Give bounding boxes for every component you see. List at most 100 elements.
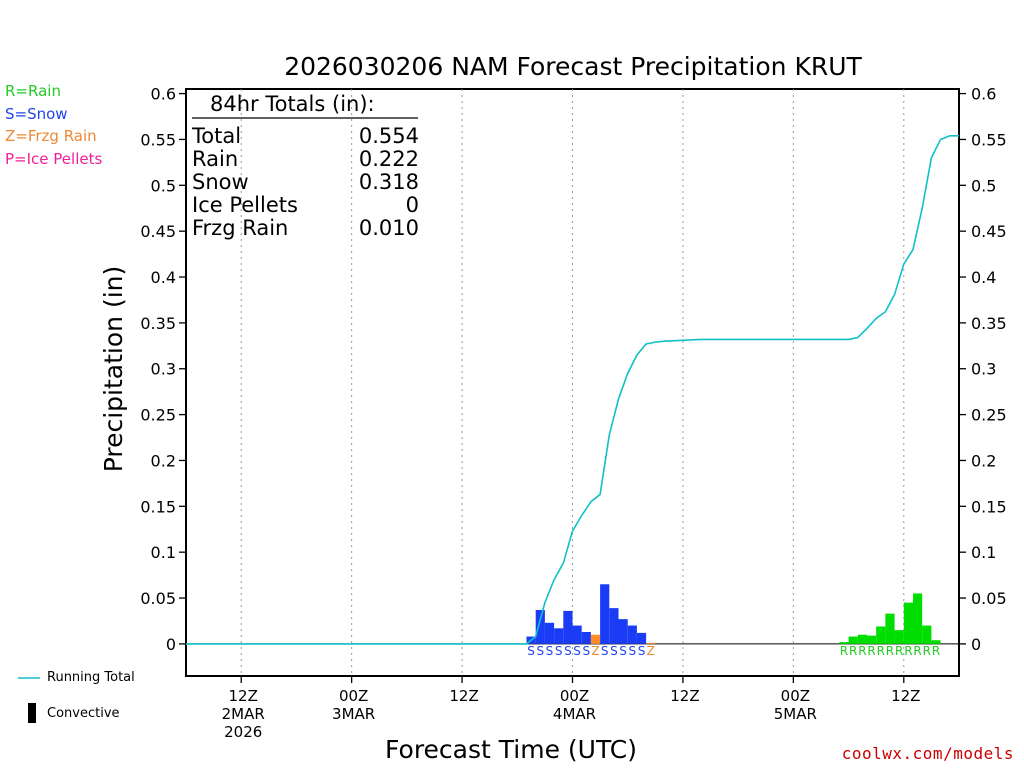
type-code-21: R [904, 644, 912, 658]
running-total-line [186, 134, 959, 645]
bar-rain-14 [839, 642, 849, 644]
y-tick-label-left-9: 0.45 [140, 222, 176, 241]
bar-snow-9 [609, 608, 619, 644]
x-tick-label-1-0: 00Z [339, 687, 368, 705]
y-tick-label-left-6: 0.3 [151, 360, 176, 379]
x-tick-label-0-0: 12Z [229, 687, 258, 705]
type-code-7: Z [591, 644, 599, 658]
bar-snow-11 [627, 625, 637, 644]
type-code-4: S [564, 644, 572, 658]
bar-frzg-13 [646, 642, 656, 644]
y-tick-label-right-4: 0.2 [971, 451, 996, 470]
bar-snow-10 [618, 619, 628, 644]
y-tick-label-right-11: 0.55 [971, 130, 1007, 149]
totals-heading: 84hr Totals (in): [210, 92, 375, 116]
credit-link[interactable]: coolwx.com/models [841, 744, 1014, 763]
x-tick-label-1-1: 3MAR [332, 705, 375, 723]
chart-title: 2026030206 NAM Forecast Precipitation KR… [284, 52, 862, 81]
y-tick-label-right-10: 0.5 [971, 176, 996, 195]
bar-snow-5 [572, 625, 582, 644]
x-tick-label-2-0: 12Z [449, 687, 478, 705]
type-code-11: S [629, 644, 637, 658]
type-code-22: R [913, 644, 921, 658]
y-tick-label-left-4: 0.2 [151, 451, 176, 470]
type-code-1: S [536, 644, 544, 658]
type-code-16: R [858, 644, 866, 658]
type-code-24: R [932, 644, 940, 658]
type-code-18: R [877, 644, 885, 658]
totals-total-value: 0.554 [359, 124, 419, 148]
x-axis-label: Forecast Time (UTC) [385, 735, 637, 764]
bar-rain-19 [885, 613, 895, 644]
type-code-20: R [895, 644, 903, 658]
y-tick-label-left-5: 0.25 [140, 406, 176, 425]
x-tick-label-6-0: 12Z [891, 687, 920, 705]
type-code-14: R [840, 644, 848, 658]
bar-rain-23 [922, 625, 932, 644]
convective-legend-label: Convective [47, 706, 120, 721]
totals-box: 84hr Totals (in): Total 0.554 Rain 0.222… [191, 92, 419, 240]
x-tick-label-3-1: 4MAR [553, 705, 596, 723]
totals-frzg-label: Frzg Rain [192, 216, 288, 240]
y-tick-label-left-12: 0.6 [151, 85, 176, 104]
x-tick-label-3-0: 00Z [560, 687, 589, 705]
legend-ice-pellets: P=Ice Pellets [5, 150, 103, 168]
y-tick-label-left-8: 0.4 [151, 268, 176, 287]
type-code-9: S [610, 644, 618, 658]
bar-rain-17 [866, 635, 877, 644]
y-tick-label-right-6: 0.3 [971, 360, 996, 379]
y-tick-label-right-1: 0.05 [971, 589, 1007, 608]
y-tick-label-right-2: 0.1 [971, 543, 996, 562]
legend-rain: R=Rain [5, 82, 61, 100]
convective-swatch [28, 703, 36, 723]
bar-rain-22 [912, 593, 923, 644]
y-tick-label-right-0: 0 [971, 635, 981, 654]
bar-rain-18 [876, 626, 886, 644]
type-code-2: S [546, 644, 554, 658]
type-code-15: R [849, 644, 857, 658]
y-tick-label-right-5: 0.25 [971, 406, 1007, 425]
type-code-10: S [619, 644, 627, 658]
type-code-3: S [555, 644, 563, 658]
type-code-17: R [867, 644, 875, 658]
x-tick-label-5-0: 00Z [781, 687, 810, 705]
bar-snow-2 [544, 622, 555, 644]
totals-snow-value: 0.318 [359, 170, 419, 194]
bar-snow-3 [554, 628, 564, 644]
y-axis-label: Precipitation (in) [99, 266, 128, 473]
legend-frzg-rain: Z=Frzg Rain [5, 127, 97, 145]
y-tick-label-left-11: 0.55 [140, 130, 176, 149]
bar-snow-4 [563, 610, 573, 644]
y-tick-label-left-3: 0.15 [140, 497, 176, 516]
bar-rain-21 [903, 602, 913, 644]
y-tick-label-right-9: 0.45 [971, 222, 1007, 241]
type-code-8: S [601, 644, 609, 658]
y-tick-label-left-2: 0.1 [151, 543, 176, 562]
legend-snow: S=Snow [5, 105, 68, 123]
bar-rain-24 [931, 640, 941, 644]
y-axis-ticks: 0 0 0.05 0.05 0.1 0.1 0.15 0.15 0.2 0.2 0.25 0.25 0.… [140, 85, 1006, 654]
bar-rain-16 [857, 634, 867, 644]
bar-snow-6 [581, 631, 591, 644]
y-tick-label-right-12: 0.6 [971, 85, 996, 104]
y-tick-label-right-7: 0.35 [971, 314, 1007, 333]
bar-snow-1 [535, 609, 545, 644]
type-code-13: Z [647, 644, 655, 658]
type-code-0: S [527, 644, 535, 658]
totals-ice-value: 0 [406, 193, 419, 217]
totals-rain-value: 0.222 [359, 147, 419, 171]
grid-lines [240, 89, 905, 676]
totals-rain-label: Rain [192, 147, 238, 171]
y-tick-label-right-3: 0.15 [971, 497, 1007, 516]
y-tick-label-right-8: 0.4 [971, 268, 996, 287]
bar-frzg-7 [590, 634, 601, 644]
type-code-12: S [638, 644, 646, 658]
y-tick-label-left-10: 0.5 [151, 176, 176, 195]
y-tick-label-left-7: 0.35 [140, 314, 176, 333]
bar-snow-12 [636, 632, 647, 644]
y-tick-label-left-0: 0 [166, 635, 176, 654]
x-tick-label-5-1: 5MAR [774, 705, 817, 723]
